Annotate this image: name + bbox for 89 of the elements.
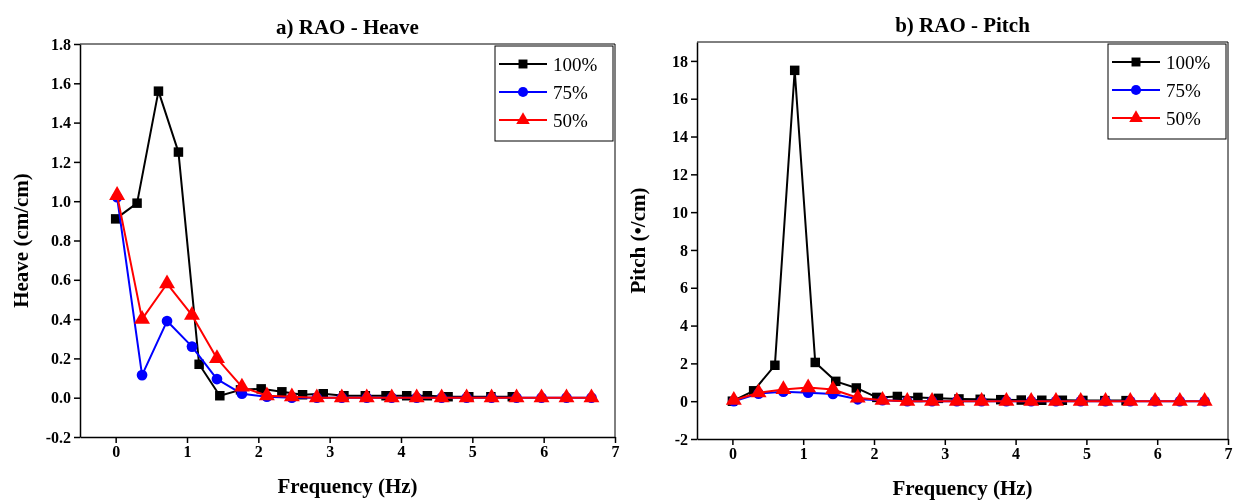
legend-label: 100% (1166, 52, 1211, 73)
x-tick-label: 6 (1153, 445, 1162, 463)
point (173, 147, 184, 157)
point (483, 388, 500, 403)
x-tick-label: 1 (799, 445, 808, 463)
x-tick-label: 2 (870, 445, 879, 463)
point (800, 378, 817, 393)
point (750, 383, 767, 398)
point (194, 359, 204, 370)
y-tick-label: 1.4 (51, 114, 71, 132)
x-tick-label: 4 (397, 443, 406, 461)
point (186, 341, 198, 352)
point (110, 214, 121, 224)
x-tick-label: 7 (611, 443, 620, 461)
y-tick-label: 1.2 (51, 153, 71, 171)
x-axis-title: Frequency (Hz) (892, 476, 1033, 500)
point (136, 369, 148, 381)
point (824, 380, 841, 395)
x-tick-label: 3 (941, 445, 950, 463)
y-tick-label: 0.0 (51, 389, 71, 407)
x-tick-label: 2 (254, 443, 263, 461)
x-axis-title: Frequency (Hz) (277, 474, 418, 498)
point (583, 388, 600, 403)
point (408, 388, 425, 403)
y-tick-label: 0.6 (51, 271, 71, 289)
y-tick-label: 14 (672, 128, 688, 146)
point (458, 388, 475, 403)
point (308, 388, 325, 403)
y-tick-label: 0 (680, 392, 688, 410)
y-axis-title: Pitch (•/cm) (626, 187, 650, 294)
y-tick-label: 1.8 (51, 35, 71, 53)
point (508, 388, 525, 403)
point (383, 388, 400, 403)
y-tick-label: 0.4 (51, 310, 71, 328)
y-tick-label: 12 (672, 165, 688, 183)
point (134, 309, 151, 324)
legend-label: 50% (553, 110, 588, 131)
legend-label: 75% (553, 82, 588, 103)
point (109, 186, 126, 200)
point (132, 198, 142, 208)
x-tick-label: 3 (326, 443, 335, 461)
y-tick-label: 2 (680, 355, 688, 372)
point (533, 388, 550, 403)
point (153, 86, 164, 96)
point (159, 274, 175, 289)
point (215, 390, 225, 401)
y-tick-label: 1.6 (51, 74, 71, 92)
y-tick-label: 0.2 (51, 350, 71, 368)
x-tick-label: 4 (1012, 445, 1021, 463)
y-tick-label: 4 (680, 317, 688, 335)
y-tick-label: 18 (672, 52, 688, 70)
y-tick-label: 1.0 (51, 192, 71, 210)
x-tick-label: 5 (1082, 445, 1091, 463)
point (849, 388, 866, 403)
point (775, 380, 792, 395)
x-tick-label: 7 (1224, 445, 1233, 463)
chart-title: a) RAO - Heave (276, 15, 419, 39)
point (161, 315, 173, 327)
point (789, 65, 800, 76)
y-tick-label: 6 (680, 279, 688, 297)
point (433, 388, 450, 403)
point (725, 391, 742, 405)
point (333, 388, 350, 403)
chart-title: b) RAO - Pitch (895, 13, 1031, 37)
legend-label: 100% (553, 54, 598, 75)
y-tick-label: -0.2 (45, 428, 71, 446)
y-tick-label: 0.8 (51, 232, 71, 250)
y-axis-title: Heave (cm/cm) (9, 173, 33, 308)
x-tick-label: 6 (540, 443, 549, 461)
point (258, 386, 275, 401)
point (208, 349, 225, 363)
y-tick-label: 16 (672, 90, 688, 108)
point (211, 373, 223, 385)
y-tick-label: 10 (672, 203, 688, 221)
point (358, 388, 375, 403)
x-tick-label: 0 (728, 445, 737, 463)
point (233, 377, 250, 392)
point (810, 357, 820, 368)
point (184, 305, 200, 320)
x-tick-label: 0 (112, 443, 121, 461)
legend-label: 50% (1166, 108, 1201, 129)
point (558, 388, 575, 403)
y-tick-label: 8 (680, 241, 688, 259)
legend-label: 75% (1166, 80, 1201, 101)
x-tick-label: 1 (183, 443, 192, 461)
y-tick-label: -2 (674, 430, 688, 448)
point (770, 360, 780, 371)
point (283, 387, 300, 402)
x-tick-label: 5 (468, 443, 477, 461)
